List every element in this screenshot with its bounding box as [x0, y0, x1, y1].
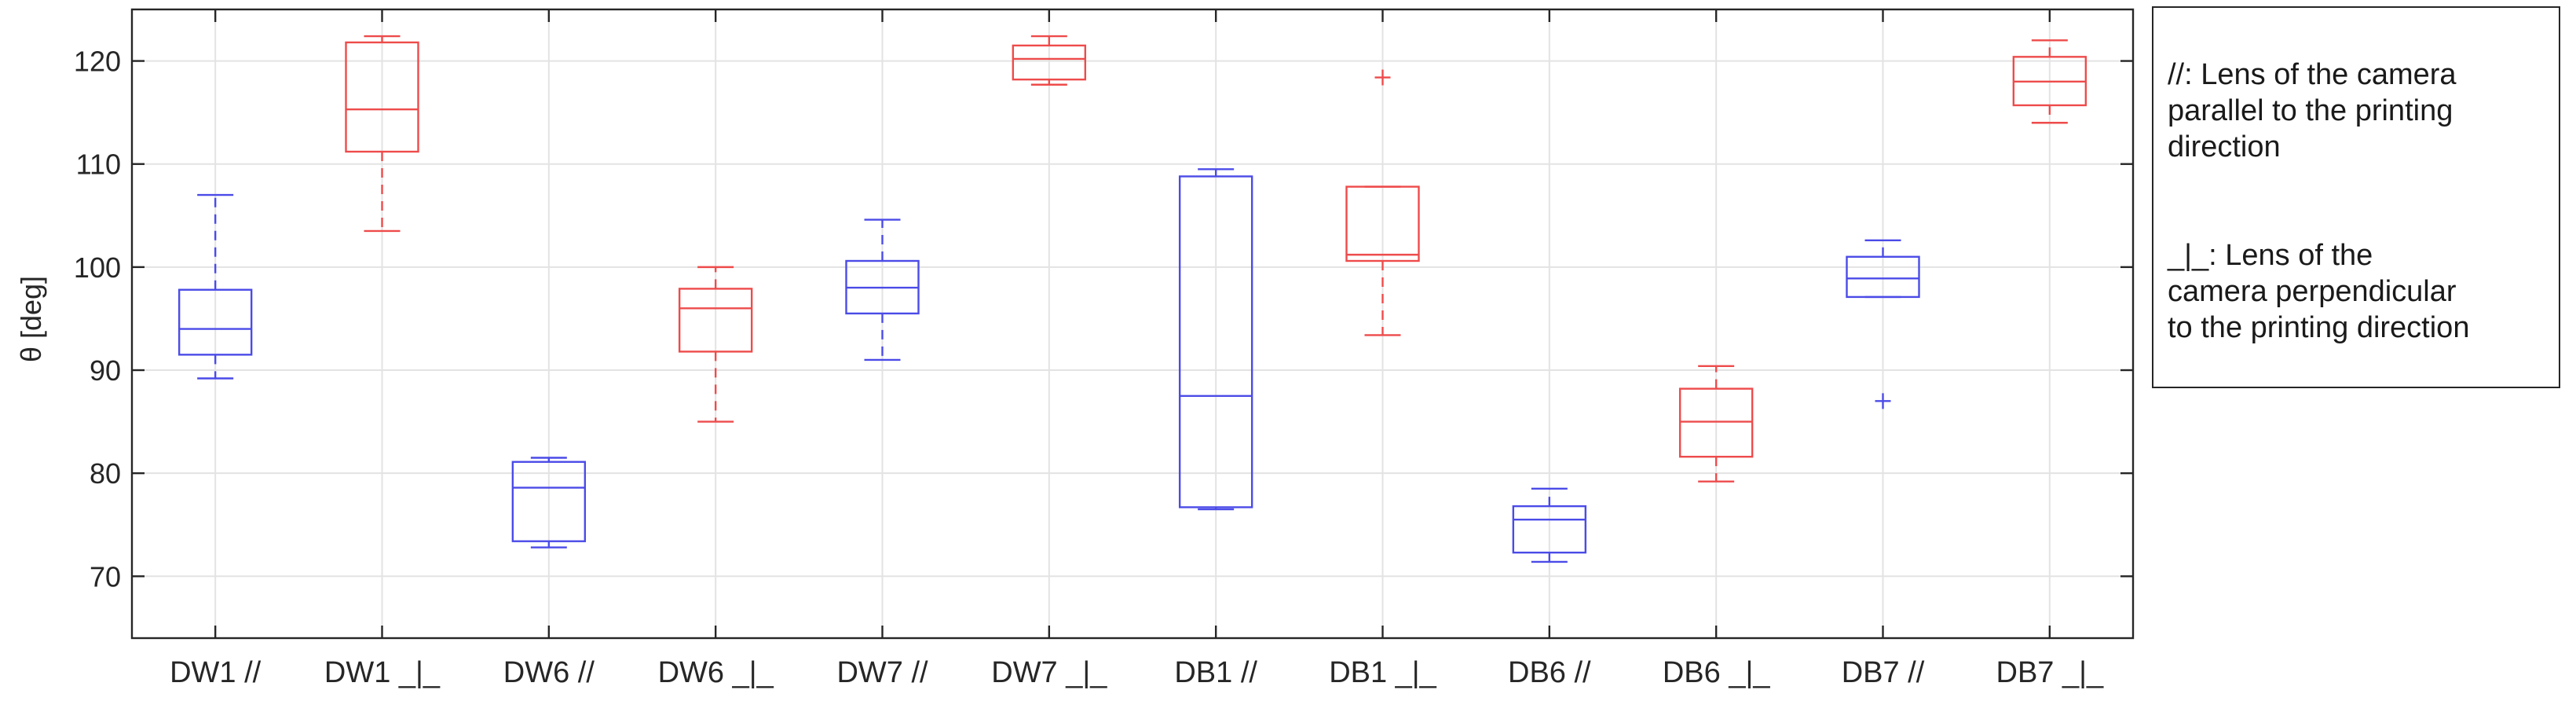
box-dw1 [177, 193, 253, 380]
iqr-box [678, 288, 753, 353]
iqr-box [177, 288, 253, 356]
y-tick-label: 100 [74, 251, 121, 284]
box-dw1 [345, 35, 419, 233]
x-tick-label: DW6 // [503, 656, 595, 689]
x-tick-label: DW1 // [170, 656, 262, 689]
plot-frame [130, 8, 2135, 640]
iqr-box [1178, 175, 1253, 508]
iqr-box [1846, 255, 1920, 299]
x-tick-label: DB6 _|_ [1663, 656, 1770, 689]
y-tick-label: 120 [74, 46, 121, 78]
legend-entry-perpendicular: _|_: Lens of the camera perpendicular to… [2168, 239, 2470, 344]
iqr-box [1012, 44, 1087, 81]
y-tick-label: 110 [76, 149, 121, 181]
plot-background [132, 9, 2133, 638]
iqr-box [511, 461, 587, 542]
x-tick-label: DB7 // [1842, 656, 1925, 689]
box-db7 [2012, 39, 2088, 124]
x-tick-label: DW6 _|_ [658, 656, 774, 689]
box-db1 [1178, 168, 1253, 511]
iqr-box [1512, 505, 1587, 554]
outlier-marker [1875, 393, 1891, 409]
x-tick-label: DB7 _|_ [1996, 656, 2104, 689]
box-dw6 [511, 457, 587, 549]
legend-entry-parallel: //: Lens of the camera parallel to the p… [2168, 58, 2457, 163]
legend-box: //: Lens of the camera parallel to the p… [2152, 6, 2560, 388]
y-tick-label: 70 [90, 560, 121, 593]
y-axis-label: θ [deg] [15, 276, 47, 362]
box-db7 [1846, 239, 1920, 409]
box-dw6 [678, 266, 753, 423]
box-layer [177, 35, 2088, 563]
grid-lines [132, 9, 2133, 638]
x-tick-label: DB1 _|_ [1329, 656, 1436, 689]
box-db6 [1678, 365, 1754, 483]
x-tick-label: DW7 _|_ [991, 656, 1107, 689]
iqr-box [1345, 185, 1420, 262]
box-dw7 [1012, 35, 1087, 86]
x-tick-label: DW7 // [836, 656, 928, 689]
x-tick-label: DB6 // [1508, 656, 1591, 689]
box-dw7 [845, 218, 920, 362]
iqr-box [345, 41, 419, 153]
x-tick-label: DW1 _|_ [324, 656, 441, 689]
y-tick-label: 80 [90, 457, 121, 490]
box-db6 [1512, 487, 1587, 563]
y-tick-label: 90 [90, 354, 121, 387]
x-tick-label: DB1 // [1174, 656, 1257, 689]
iqr-box [1678, 387, 1754, 458]
axes: 70 80 90 100 110 120 DW1 // DW1 _|_ DW6 // DW6 _|… [74, 8, 2135, 689]
box-db1 [1345, 69, 1420, 336]
outlier-marker [1374, 69, 1391, 86]
